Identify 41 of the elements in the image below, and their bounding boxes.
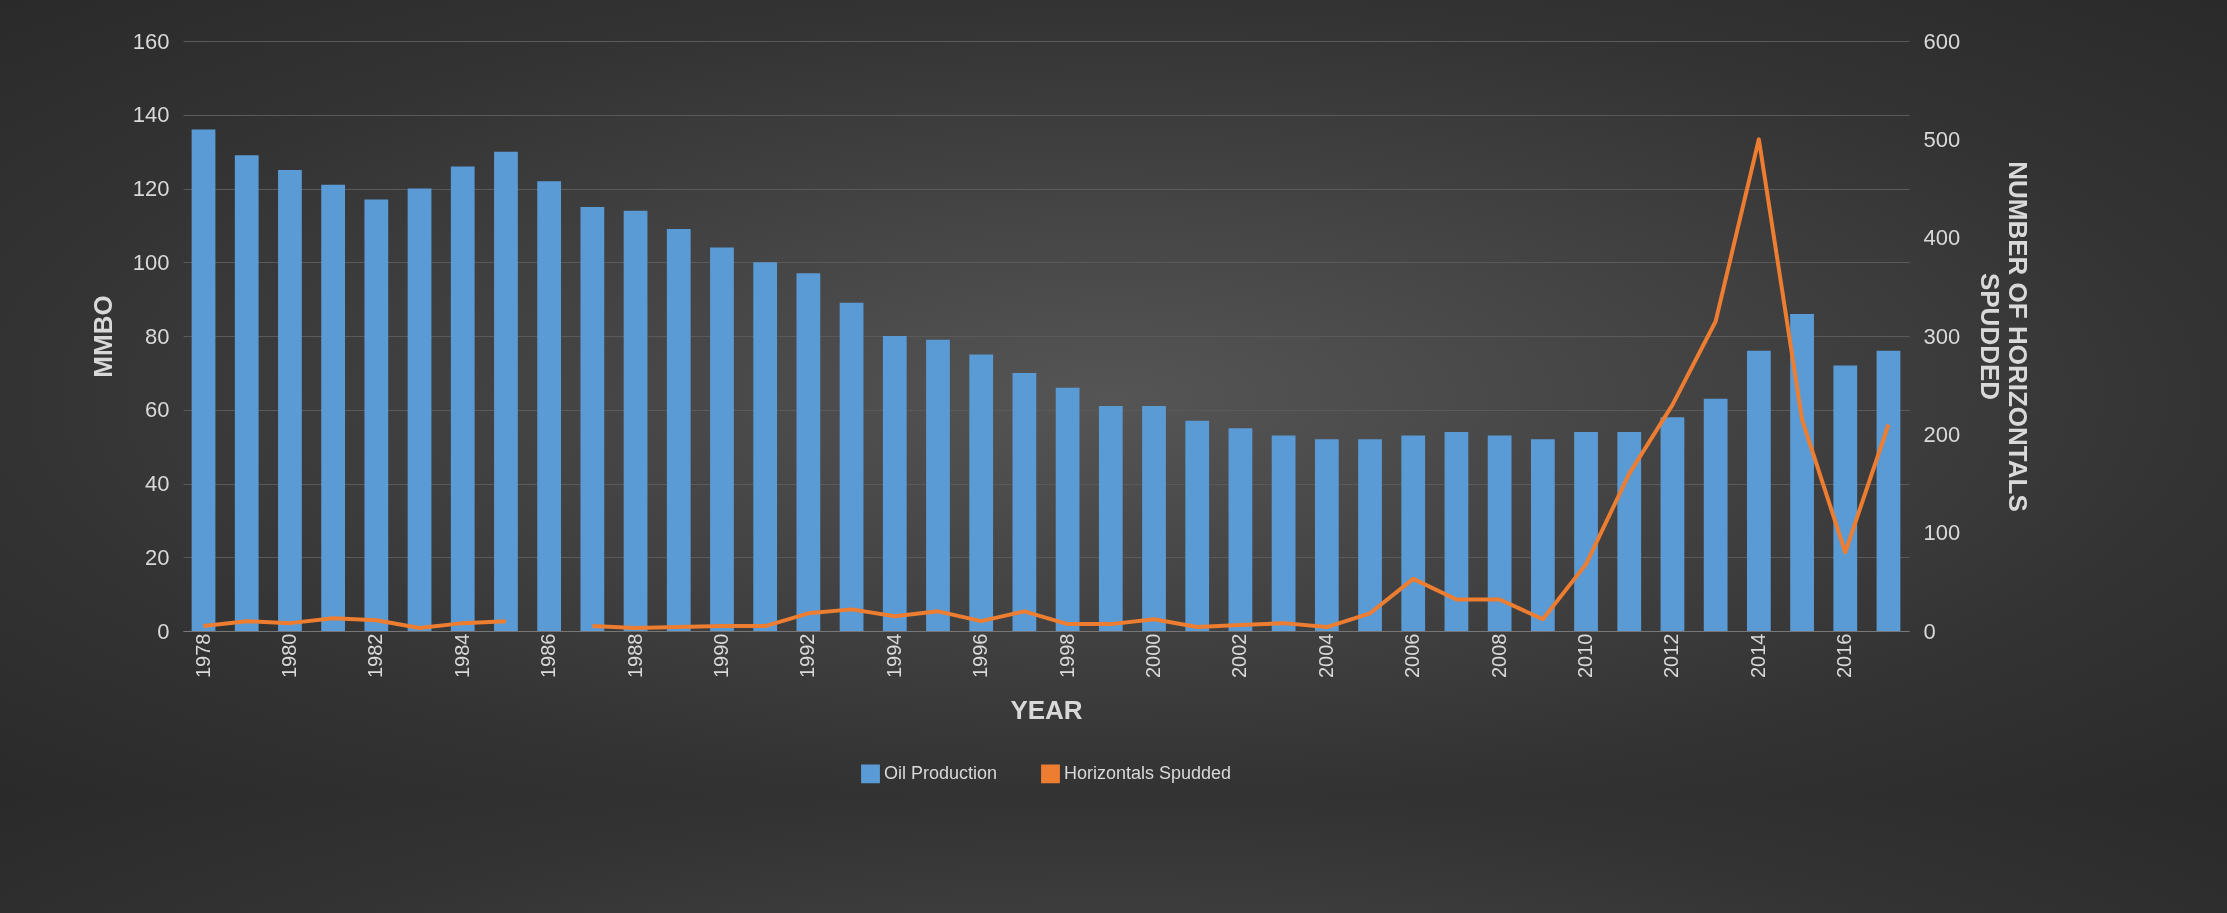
x-tick-label: 1984 bbox=[450, 633, 473, 678]
legend-label: Oil Production bbox=[884, 762, 998, 783]
y-tick-label: 160 bbox=[132, 28, 170, 54]
x-tick-label: 1996 bbox=[969, 633, 992, 678]
y-tick-label: 100 bbox=[132, 249, 170, 275]
x-tick-label: 1986 bbox=[537, 633, 560, 678]
y-tick-label: 20 bbox=[145, 544, 170, 570]
legend-label: Horizontals Spudded bbox=[1064, 762, 1232, 783]
x-tick-label: 2002 bbox=[1228, 633, 1251, 678]
y-tick-label: 0 bbox=[157, 618, 170, 644]
x-tick-label: 1980 bbox=[277, 633, 300, 678]
x-tick-label: 2000 bbox=[1142, 633, 1165, 678]
x-tick-label: 1992 bbox=[796, 633, 819, 678]
y2-tick-label: 200 bbox=[1923, 421, 1961, 447]
x-axis-title: YEAR bbox=[1010, 694, 1083, 725]
y-tick-label: 140 bbox=[132, 102, 170, 128]
x-tick-label: 2008 bbox=[1487, 633, 1510, 678]
x-tick-label: 2010 bbox=[1574, 633, 1597, 678]
y2-tick-label: 500 bbox=[1923, 126, 1961, 152]
y2-tick-label: 300 bbox=[1923, 323, 1961, 349]
y-tick-label: 80 bbox=[145, 323, 170, 349]
x-tick-label: 2014 bbox=[1746, 633, 1769, 678]
x-tick-label: 1998 bbox=[1055, 633, 1078, 678]
y2-axis-title: NUMBER OF HORIZONTALS SPUDDED bbox=[1975, 161, 2034, 512]
y2-tick-label: 400 bbox=[1923, 225, 1961, 251]
x-tick-label: 2006 bbox=[1401, 633, 1424, 678]
x-tick-label: 1978 bbox=[191, 633, 214, 678]
y2-tick-label: 600 bbox=[1923, 28, 1961, 54]
x-tick-label: 1990 bbox=[709, 633, 732, 678]
y2-tick-label: 100 bbox=[1923, 520, 1961, 546]
x-tick-label: 1988 bbox=[623, 633, 646, 678]
y2-tick-label: 0 bbox=[1923, 618, 1936, 644]
x-tick-label: 1994 bbox=[882, 633, 905, 678]
y-tick-label: 120 bbox=[132, 176, 170, 201]
y-axis-title: MMBO bbox=[87, 295, 118, 378]
y-tick-label: 40 bbox=[145, 471, 170, 496]
y-tick-label: 60 bbox=[145, 397, 170, 423]
x-tick-label: 2012 bbox=[1660, 633, 1683, 678]
x-tick-label: 2016 bbox=[1833, 633, 1856, 678]
x-tick-label: 1982 bbox=[364, 633, 387, 678]
x-tick-label: 2004 bbox=[1314, 633, 1337, 678]
